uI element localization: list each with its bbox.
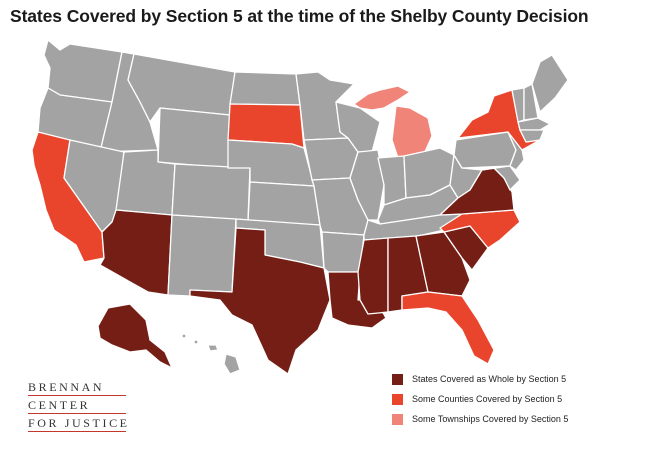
logo-line: FOR JUSTICE	[28, 416, 130, 430]
legend-label: Some Counties Covered by Section 5	[412, 394, 563, 404]
state-michigan-upper	[353, 85, 411, 111]
logo-line: BRENNAN	[28, 380, 105, 394]
state-iowa	[303, 137, 359, 181]
state-michigan-lower	[391, 105, 433, 159]
state-north-dakota	[229, 71, 301, 106]
map-title: States Covered by Section 5 at the time …	[10, 6, 589, 26]
state-arizona	[99, 209, 173, 296]
logo-divider	[28, 431, 126, 432]
state-massachusetts	[517, 117, 551, 131]
legend-swatch	[392, 393, 403, 405]
state-arkansas	[321, 231, 365, 273]
legend-swatch	[392, 373, 403, 385]
logo-divider	[28, 413, 126, 414]
logo-divider	[28, 395, 126, 396]
state-new-mexico	[167, 214, 237, 297]
state-connecticut-ri	[519, 129, 545, 143]
state-hawaii	[181, 333, 241, 375]
state-colorado	[171, 163, 251, 221]
state-florida	[401, 291, 495, 365]
state-kansas	[247, 181, 321, 226]
logo-line: CENTER	[28, 398, 91, 412]
legend-label: States Covered as Whole by Section 5	[412, 374, 567, 384]
state-mississippi	[357, 237, 389, 315]
legend-swatch	[392, 413, 403, 425]
legend-item-whole: States Covered as Whole by Section 5	[392, 372, 568, 386]
legend-item-counties: Some Counties Covered by Section 5	[392, 392, 568, 406]
state-maine	[531, 54, 569, 113]
state-illinois	[349, 149, 385, 221]
legend-item-townships: Some Townships Covered by Section 5	[392, 412, 568, 426]
brennan-center-logo: BRENNAN CENTER FOR JUSTICE	[28, 380, 130, 434]
legend-label: Some Townships Covered by Section 5	[412, 414, 569, 424]
state-wyoming	[157, 107, 231, 169]
state-alaska	[97, 303, 173, 369]
state-texas	[189, 227, 331, 375]
legend: States Covered as Whole by Section 5 Som…	[392, 372, 568, 432]
